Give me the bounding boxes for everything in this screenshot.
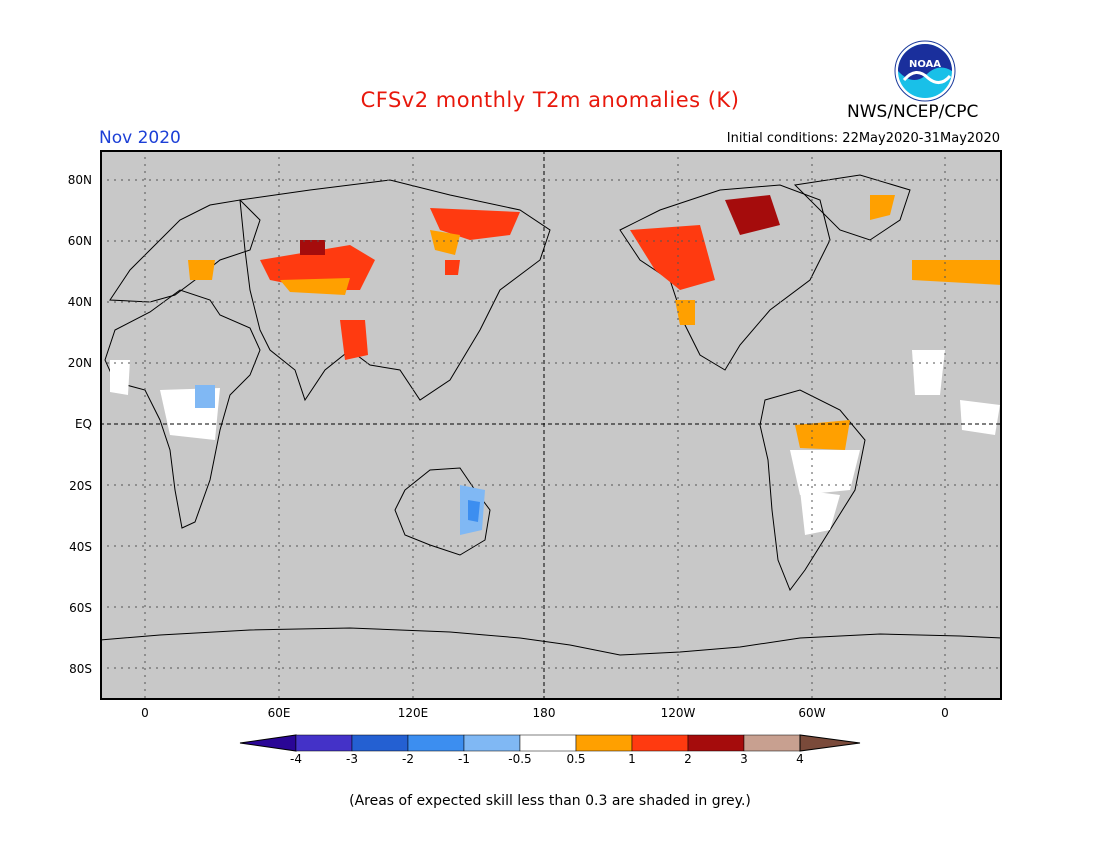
colorbar-label: 4 [796,752,804,766]
x-axis-label: 60E [267,706,291,720]
coast-antarctica [100,627,1002,656]
grid-lines [100,150,1002,700]
logo-text: NOAA [909,59,941,70]
agency-label: NWS/NCEP/CPC [847,102,979,122]
x-axis-label: 120W [660,706,696,720]
colorbar-label: -1 [458,752,470,766]
colorbar-segment [631,734,689,752]
colorbar-label: -3 [346,752,358,766]
coast-north-america [619,184,831,371]
skill-note: (Areas of expected skill less than 0.3 a… [349,793,751,809]
y-axis-label: 80S [69,662,92,676]
coast-europe [109,199,261,303]
chart-title: CFSv2 monthly T2m anomalies (K) [360,88,740,112]
y-axis-label: 80N [67,173,92,187]
colorbar-segment [295,734,353,752]
colorbar-segment [463,734,521,752]
coast-australia [394,467,491,556]
y-axis-label: 60S [69,601,92,615]
colorbar [239,734,861,752]
colorbar-label: 3 [740,752,748,766]
forecast-month: Nov 2020 [99,128,181,148]
anomaly-map [100,150,1002,700]
initial-conditions-label: Initial conditions: 22May2020-31May2020 [726,131,1000,146]
colorbar-segment [239,734,297,752]
y-axis-label: 20N [67,356,92,370]
y-axis-label: 60N [67,234,92,248]
colorbar-segment [519,734,577,752]
colorbar-segment [743,734,801,752]
colorbar-label: -2 [402,752,414,766]
colorbar-segment [351,734,409,752]
colorbar-label: -0.5 [508,752,532,766]
y-axis-label: EQ [74,417,92,431]
coast-south-america [759,389,866,592]
colorbar-label: 2 [684,752,692,766]
map-frame [100,150,1002,700]
colorbar-segment [407,734,465,752]
colorbar-label: -4 [290,752,302,766]
anomaly-patches [110,195,1002,535]
noaa-logo-icon: NOAA [894,40,956,102]
colorbar-segment [687,734,745,752]
x-axis-label: 0 [141,706,149,720]
coast-asia [239,179,551,402]
colorbar-label: 1 [628,752,636,766]
y-axis-label: 40N [67,295,92,309]
coast-greenland [793,174,911,241]
colorbar-segment [575,734,633,752]
x-axis-label: 0 [941,706,949,720]
colorbar-label: 0.5 [566,752,586,766]
x-axis-label: 180 [532,706,556,720]
x-axis-label: 120E [397,706,429,720]
x-axis-label: 60W [798,706,826,720]
y-axis-label: 40S [69,540,92,554]
colorbar-segment [799,734,861,752]
map-background [100,150,1002,700]
y-axis-label: 20S [69,479,92,493]
